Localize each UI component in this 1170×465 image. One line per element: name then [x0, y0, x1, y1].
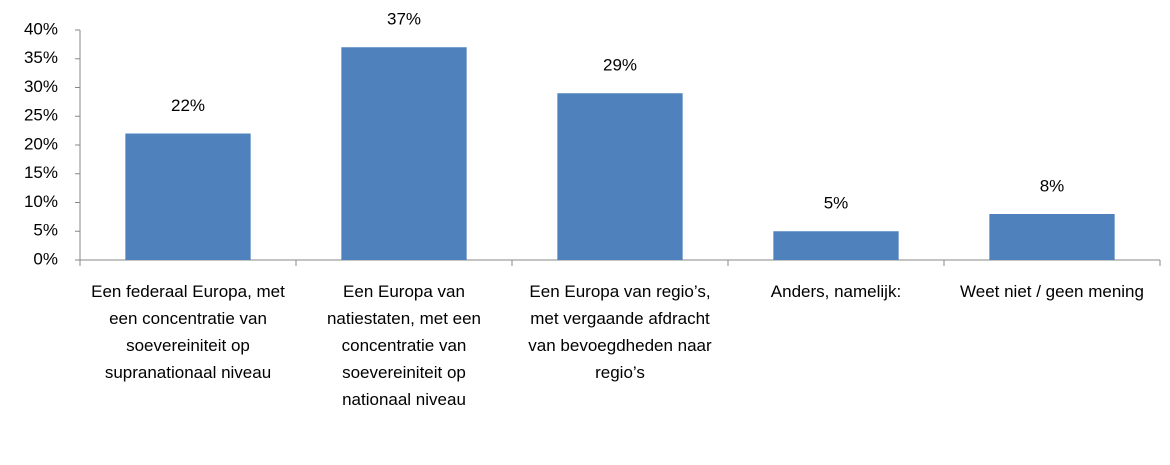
data-label: 8%	[1040, 176, 1065, 195]
y-tick-label: 35%	[24, 48, 58, 67]
x-tick-label: Een Europa van regio’s, met vergaande af…	[528, 282, 712, 382]
y-tick-label: 10%	[24, 192, 58, 211]
data-label: 22%	[171, 96, 205, 115]
bar	[557, 93, 683, 260]
data-label: 37%	[387, 10, 421, 29]
data-label: 5%	[824, 194, 849, 213]
bar	[341, 47, 467, 260]
y-tick-label: 15%	[24, 163, 58, 182]
y-tick-label: 20%	[24, 134, 58, 153]
x-tick-label: Anders, namelijk:	[770, 282, 902, 301]
y-tick-label: 5%	[33, 221, 58, 240]
bar	[773, 231, 899, 260]
y-tick-label: 40%	[24, 19, 58, 38]
data-label: 29%	[603, 56, 637, 75]
y-tick-label: 25%	[24, 106, 58, 125]
bar	[125, 133, 251, 260]
y-tick-label: 30%	[24, 77, 58, 96]
bar	[989, 214, 1115, 260]
y-tick-label: 0%	[33, 249, 58, 268]
x-tick-label: Weet niet / geen mening	[960, 282, 1144, 301]
x-tick-label: Een Europa van natiestaten, met een conc…	[326, 282, 482, 409]
x-tick-label: Een federaal Europa, met een concentrati…	[91, 282, 285, 382]
